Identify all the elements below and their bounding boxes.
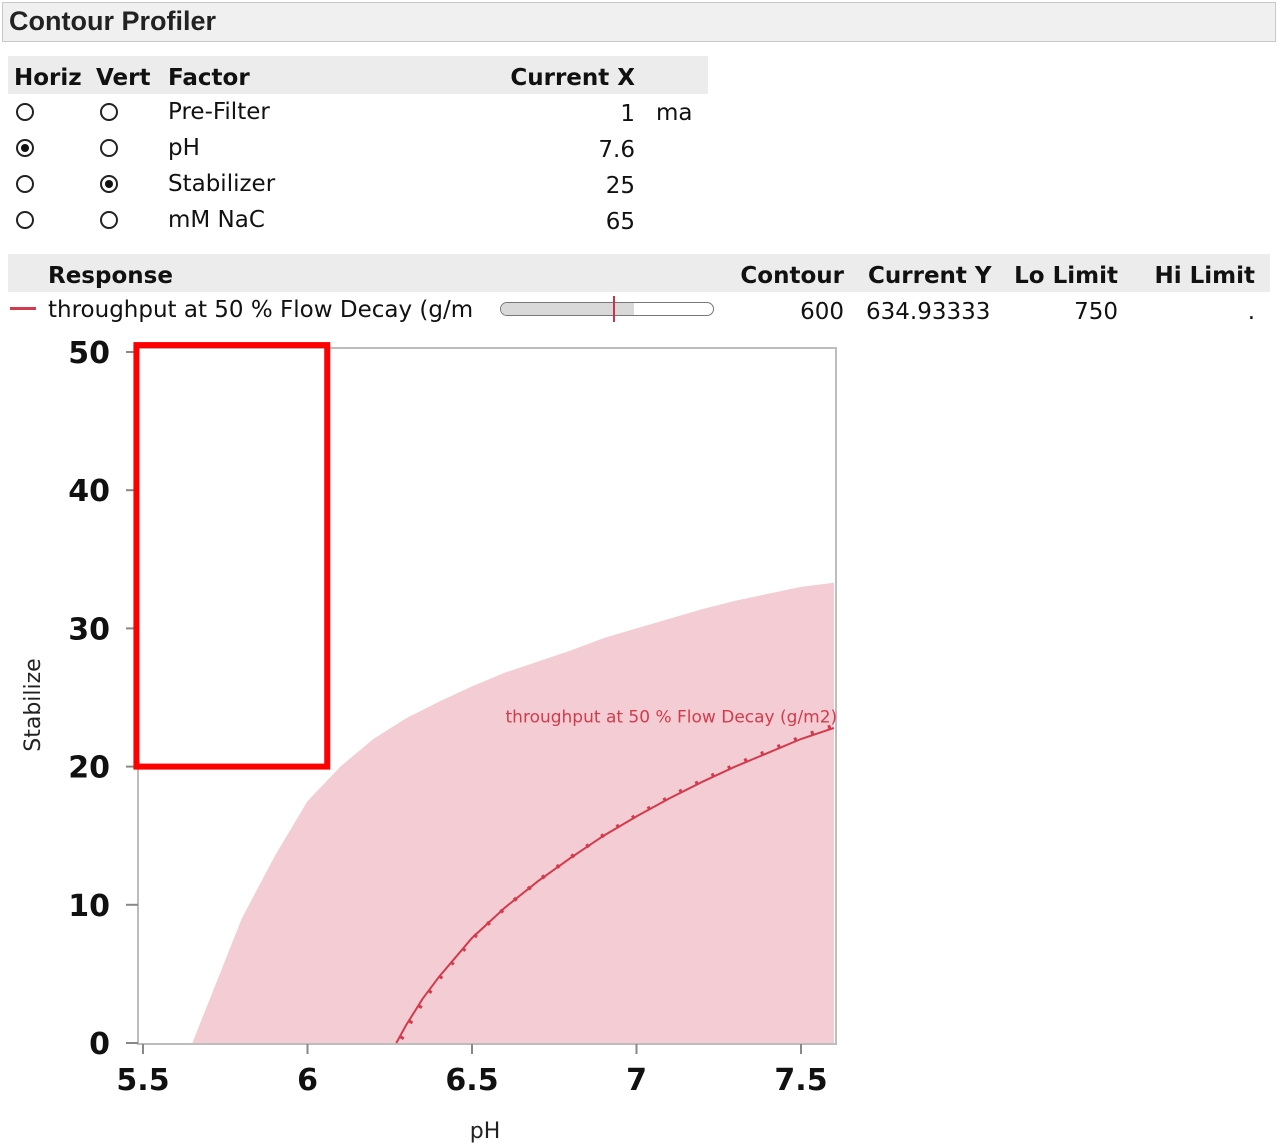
response-hi-limit[interactable]: . xyxy=(1247,299,1255,325)
vert-radio-pre-filter[interactable] xyxy=(100,103,118,121)
horiz-radio-pre-filter[interactable] xyxy=(16,103,34,121)
factor-unit: ma xyxy=(656,100,693,126)
x-tick-label-6: 6 xyxy=(297,1063,318,1098)
response-color-swatch xyxy=(10,307,36,310)
vert-radio-ph[interactable] xyxy=(100,139,118,157)
header-horiz: Horiz xyxy=(14,65,82,91)
x-tick-label-6.5: 6.5 xyxy=(445,1063,498,1098)
contour-slider[interactable] xyxy=(500,296,714,322)
vert-radio-mm-nac[interactable] xyxy=(100,211,118,229)
factor-table-header xyxy=(8,56,708,94)
header-factor: Factor xyxy=(168,65,250,91)
response-table-header xyxy=(8,254,1270,292)
header-lo-limit: Lo Limit xyxy=(1014,263,1118,289)
horiz-radio-ph[interactable] xyxy=(16,139,34,157)
factor-current-x[interactable]: 1 xyxy=(620,101,635,127)
factor-current-x[interactable]: 7.6 xyxy=(598,137,635,163)
header-vert: Vert xyxy=(96,65,151,91)
header-contour: Contour xyxy=(740,263,844,289)
contour-slider-fill xyxy=(501,303,634,315)
y-tick-label-40: 40 xyxy=(68,474,110,509)
contour-slider-marker[interactable] xyxy=(612,296,615,322)
y-tick-label-30: 30 xyxy=(68,612,110,647)
x-axis-title: pH xyxy=(470,1119,501,1144)
contour-profiler-title-bar[interactable]: Contour Profiler xyxy=(2,2,1276,42)
factor-name: mM NaC xyxy=(168,207,265,233)
factor-current-x[interactable]: 65 xyxy=(605,209,635,235)
contour-line-label: throughput at 50 % Flow Decay (g/m2) xyxy=(506,707,838,727)
header-current-x: Current X xyxy=(510,65,635,91)
response-contour-value[interactable]: 600 xyxy=(800,299,844,325)
y-axis-title: Stabilize xyxy=(21,658,46,751)
header-response: Response xyxy=(48,263,173,289)
header-hi-limit: Hi Limit xyxy=(1154,263,1255,289)
response-name: throughput at 50 % Flow Decay (g/m xyxy=(48,297,474,323)
x-tick-label-7: 7 xyxy=(626,1063,647,1098)
y-tick-label-20: 20 xyxy=(68,751,110,786)
x-tick-label-7.5: 7.5 xyxy=(774,1063,827,1098)
response-lo-limit[interactable]: 750 xyxy=(1074,299,1118,325)
window-title: Contour Profiler xyxy=(9,6,216,36)
y-tick-label-50: 50 xyxy=(68,336,110,371)
infeasible-shaded-region xyxy=(192,582,835,1043)
factor-name: Pre-Filter xyxy=(168,99,270,125)
factor-name: Stabilizer xyxy=(168,171,276,197)
contour-plot[interactable]: throughput at 50 % Flow Decay (g/m2) 5.5 6… xyxy=(0,330,860,1146)
x-tick-label-5.5: 5.5 xyxy=(116,1063,169,1098)
vert-radio-stabilizer[interactable] xyxy=(100,175,118,193)
header-current-y: Current Y xyxy=(868,263,992,289)
factor-name: pH xyxy=(168,135,200,161)
horiz-radio-stabilizer[interactable] xyxy=(16,175,34,193)
y-tick-label-0: 0 xyxy=(89,1027,110,1062)
horiz-radio-mm-nac[interactable] xyxy=(16,211,34,229)
y-tick-label-10: 10 xyxy=(68,889,110,924)
factor-current-x[interactable]: 25 xyxy=(605,173,635,199)
highlight-box xyxy=(133,342,331,770)
response-current-y: 634.93333 xyxy=(866,299,991,325)
